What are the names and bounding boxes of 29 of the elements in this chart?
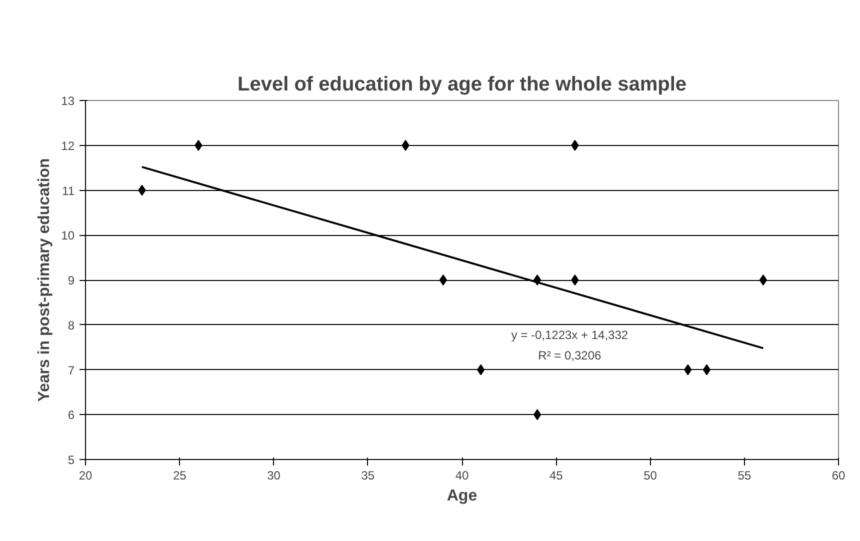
x-tick-label: 30 [267, 468, 281, 482]
y-tick-label: 5 [68, 453, 75, 467]
x-tick-label: 45 [549, 468, 564, 482]
y-tick-label: 9 [68, 274, 75, 288]
x-axis-title: Age [446, 488, 478, 504]
point [702, 364, 711, 376]
y-tick-label: 13 [61, 94, 75, 108]
y-tick-label: 12 [61, 138, 75, 153]
point [571, 274, 579, 286]
y-tick-label: 6 [68, 408, 75, 422]
y-tick-label: 10 [61, 228, 75, 243]
point [476, 364, 485, 376]
x-tick-label: 40 [455, 468, 469, 482]
x-tick-label: 55 [738, 468, 752, 482]
y-tick-label: 8 [68, 318, 75, 332]
x-tick-label: 50 [644, 468, 658, 482]
point [759, 274, 768, 286]
annotation: R² = 0,3206 [538, 348, 602, 362]
y-tick-label: 11 [62, 184, 75, 198]
point [533, 409, 542, 420]
y-tick-label: 7 [68, 363, 75, 378]
annotation: y = -0,1223x + 14,332 [511, 328, 628, 342]
x-tick-label: 60 [832, 468, 846, 482]
x-tick-label: 25 [172, 468, 187, 482]
point [439, 274, 448, 286]
x-tick-label: 35 [361, 468, 375, 482]
x-tick-label: 20 [78, 468, 92, 482]
chart-title: Level of education by age for the whole sample [238, 74, 686, 96]
y-axis-title: Years in post-primary education [36, 158, 54, 402]
